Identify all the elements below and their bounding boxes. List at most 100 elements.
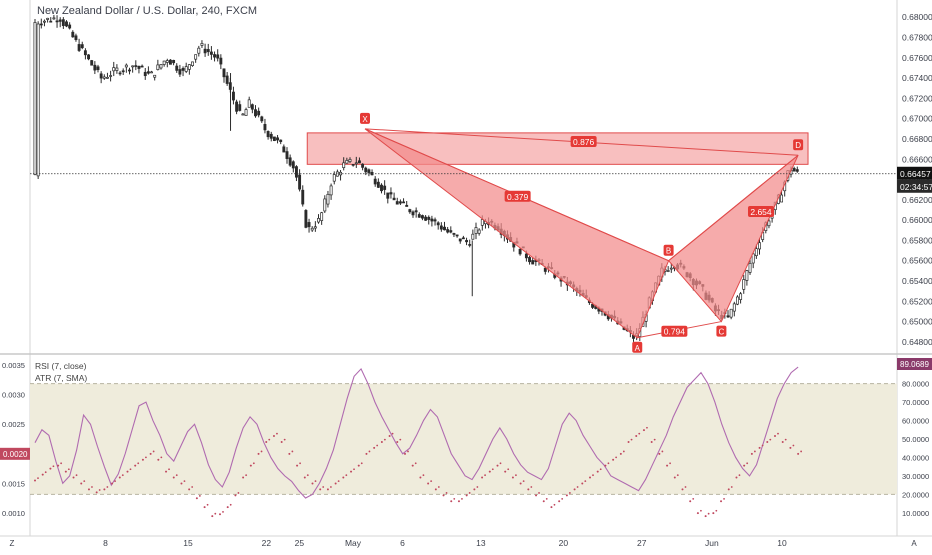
candle-body <box>795 169 799 172</box>
atr-dot <box>650 440 653 443</box>
candle-body <box>455 234 459 237</box>
atr-dot <box>276 432 278 435</box>
atr-dot <box>473 488 476 491</box>
candle-body <box>93 64 97 71</box>
rsi-tick-label: 80.0000 <box>902 380 929 389</box>
atr-dot <box>653 438 656 441</box>
candle-body <box>175 65 179 71</box>
atr-dot <box>777 432 779 435</box>
candle-body <box>348 159 352 162</box>
time-axis-ticks: 8 15 22 25 May 6 13 20 27 Jun 10 <box>103 538 787 548</box>
candle-body <box>222 68 226 78</box>
candle-body <box>780 194 784 203</box>
time-tick-label: 20 <box>559 538 569 548</box>
atr-dot <box>311 482 314 485</box>
atr-dot <box>542 500 545 503</box>
atr-dot <box>746 462 749 465</box>
atr-dot <box>565 494 568 497</box>
candle-body <box>373 178 377 185</box>
candle-body <box>128 69 131 72</box>
atr-dot <box>260 450 263 453</box>
point-label-text: D <box>795 141 801 150</box>
candle-body <box>285 151 289 159</box>
candle-body <box>263 123 267 131</box>
candle-body <box>732 303 736 312</box>
atr-dot <box>326 488 329 491</box>
candle-body <box>471 233 475 240</box>
atr-dot <box>723 497 725 500</box>
point-label-text: B <box>666 247 671 256</box>
atr-dot <box>404 452 406 455</box>
price-tick-label: 0.65400 <box>902 276 932 286</box>
candle-body <box>666 270 670 272</box>
atr-dot <box>91 486 93 488</box>
candle-body <box>276 137 280 141</box>
candle-body <box>112 67 116 72</box>
candle-body <box>342 162 346 168</box>
candle-body <box>345 160 349 164</box>
candle-body <box>402 201 406 204</box>
pattern-point-b: B <box>663 244 674 256</box>
candle-body <box>528 257 532 263</box>
candle-body <box>74 35 78 41</box>
candle-body <box>150 71 153 74</box>
candle-body <box>392 197 396 201</box>
candle-body <box>250 104 254 110</box>
atr-dot <box>337 480 340 482</box>
candle-body <box>474 227 478 234</box>
rsi-last-tag <box>897 358 932 370</box>
atr-dot <box>422 474 425 477</box>
atr-dot <box>98 489 101 491</box>
pattern-ratio-label: 2.654 <box>748 206 774 218</box>
atr-dot <box>727 488 730 491</box>
atr-dot <box>365 452 368 455</box>
rsi-tick-label: 60.0000 <box>902 417 929 426</box>
candle-body <box>414 210 418 213</box>
candle-body <box>295 166 298 178</box>
atr-dot <box>272 435 275 438</box>
atr-dot <box>465 494 468 497</box>
candle-body <box>291 161 295 169</box>
atr-tick-label: 0.0010 <box>2 509 25 518</box>
atr-dot <box>222 511 224 513</box>
candle-body <box>726 315 730 318</box>
candle-body <box>417 214 421 218</box>
atr-dot <box>538 492 540 494</box>
candle-body <box>405 204 409 207</box>
rsi-axis-ticks: 80.0000 70.0000 60.0000 50.0000 40.0000 30.00… <box>902 380 929 518</box>
atr-dot <box>219 513 221 516</box>
price-tick-label: 0.68000 <box>902 12 932 22</box>
atr-dot <box>450 500 453 503</box>
price-tick-label: 0.66200 <box>902 195 932 205</box>
rsi-tick-label: 20.0000 <box>902 490 929 499</box>
atr-dot <box>511 476 514 479</box>
atr-dot <box>399 438 402 441</box>
atr-dot <box>568 492 571 494</box>
rsi-last-value: 89.0689 <box>900 360 929 369</box>
atr-dot <box>669 462 671 465</box>
point-label-bg <box>716 325 727 337</box>
candle-body <box>395 201 399 205</box>
atr-dot <box>126 470 129 473</box>
atr-dot <box>34 479 36 482</box>
atr-dot <box>391 432 394 435</box>
atr-dot <box>180 482 183 485</box>
candle-body <box>524 253 528 259</box>
atr-dot <box>242 476 245 479</box>
current-price-tag <box>897 166 932 180</box>
candle-body <box>669 267 673 270</box>
point-label-bg <box>793 139 804 151</box>
rsi-tick-label: 10.0000 <box>902 509 929 518</box>
candle-body <box>304 210 308 228</box>
atr-dot <box>368 450 371 453</box>
atr-dot <box>237 492 240 494</box>
atr-dot <box>488 470 491 473</box>
rsi-tick-label: 40.0000 <box>902 453 929 462</box>
atr-dot <box>461 497 463 500</box>
atr-dot <box>175 474 178 477</box>
candle-body <box>742 279 746 290</box>
atr-dot <box>103 488 106 491</box>
candle-body <box>124 64 128 68</box>
atr-tick-label: 0.0030 <box>2 391 25 400</box>
